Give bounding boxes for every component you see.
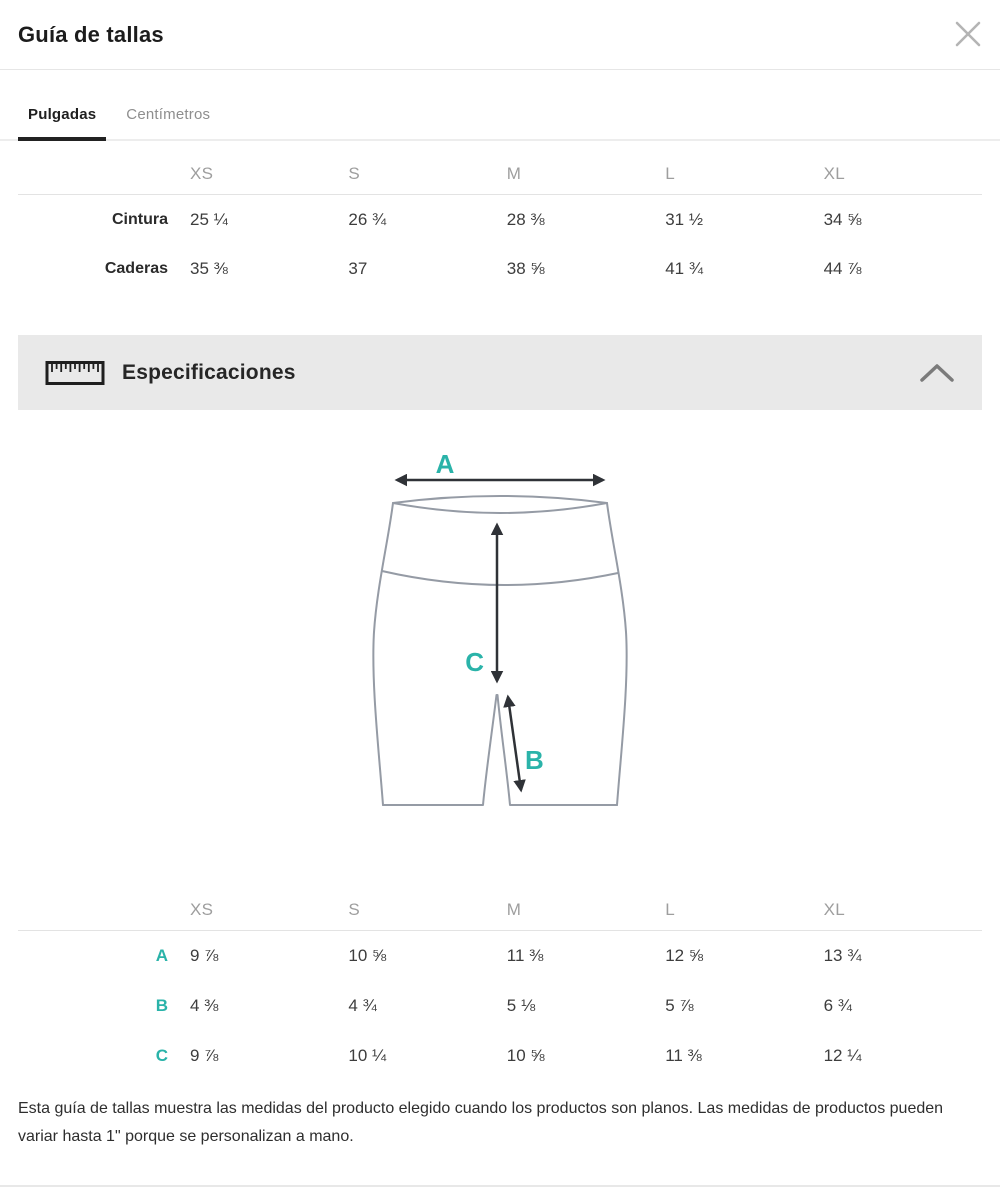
caderas-xs-value: 35 ⅜ bbox=[190, 258, 228, 278]
tab-pulgadas[interactable]: Pulgadas bbox=[18, 96, 107, 141]
caderas-m-value: 38 ⅝ bbox=[506, 258, 545, 278]
cintura-xl-value: 34 ⅝ bbox=[823, 209, 862, 229]
c-xs-value: 9 ⅞ bbox=[190, 1046, 219, 1065]
column-header-xl: XL bbox=[823, 899, 845, 919]
table-header-row: XS S M L XL bbox=[18, 889, 982, 931]
shorts-measurement-diagram: A C B bbox=[372, 449, 628, 806]
row-label-a: A bbox=[155, 946, 168, 965]
column-header-xl: XL bbox=[823, 163, 845, 183]
close-icon bbox=[955, 21, 981, 47]
diagram-label-a: A bbox=[436, 449, 455, 479]
cintura-m-value: 28 ⅜ bbox=[506, 209, 545, 229]
table-row-caderas: Caderas 35 ⅜ 37 38 ⅝ 41 ¾ 44 ⅞ bbox=[18, 244, 982, 293]
c-xl-value: 12 ¼ bbox=[823, 1046, 862, 1065]
cintura-s-value: 26 ¾ bbox=[348, 209, 387, 229]
row-label-cintura: Cintura bbox=[112, 210, 168, 228]
disclaimer-text: Esta guía de tallas muestra las medidas … bbox=[18, 1100, 944, 1145]
row-label-b: B bbox=[155, 996, 168, 1015]
tab-centimetros-label: Centímetros bbox=[126, 106, 211, 123]
diagram-label-b: B bbox=[525, 745, 544, 775]
column-header-l: L bbox=[665, 163, 675, 183]
page-title: Guía de tallas bbox=[18, 21, 164, 47]
caderas-l-value: 41 ¾ bbox=[665, 258, 703, 278]
column-header-m: M bbox=[506, 163, 522, 183]
table-row-c: C 9 ⅞ 10 ¼ 10 ⅝ 11 ⅜ 12 ¼ bbox=[18, 1031, 982, 1081]
caderas-s-value: 37 bbox=[348, 258, 368, 278]
product-diagram: A C B bbox=[0, 410, 1000, 877]
column-header-xs: XS bbox=[190, 899, 214, 919]
table-row-a: A 9 ⅞ 10 ⅝ 11 ⅜ 12 ⅝ 13 ¾ bbox=[18, 931, 982, 981]
diagram-label-c: C bbox=[465, 647, 484, 677]
c-l-value: 11 ⅜ bbox=[665, 1046, 702, 1065]
tab-pulgadas-label: Pulgadas bbox=[28, 106, 97, 123]
c-s-value: 10 ¼ bbox=[348, 1046, 387, 1065]
body-measurements-table: XS S M L XL Cintura 25 ¼ 26 ¾ 28 ⅜ 31 ½ … bbox=[18, 153, 982, 293]
modal-header: Guía de tallas bbox=[0, 0, 1000, 70]
cintura-l-value: 31 ½ bbox=[665, 209, 703, 229]
column-header-m: M bbox=[506, 899, 522, 919]
c-m-value: 10 ⅝ bbox=[506, 1046, 545, 1065]
a-xl-value: 13 ¾ bbox=[823, 946, 862, 965]
ruler-icon bbox=[45, 360, 105, 385]
tab-centimetros[interactable]: Centímetros bbox=[116, 96, 220, 139]
b-xs-value: 4 ⅜ bbox=[190, 996, 219, 1015]
table-row-cintura: Cintura 25 ¼ 26 ¾ 28 ⅜ 31 ½ 34 ⅝ bbox=[18, 195, 982, 244]
chevron-up-icon bbox=[920, 364, 954, 382]
b-l-value: 5 ⅞ bbox=[665, 996, 694, 1015]
bottom-divider bbox=[0, 1185, 1000, 1187]
column-header-xs: XS bbox=[190, 163, 214, 183]
shorts-outline bbox=[372, 495, 628, 806]
a-m-value: 11 ⅜ bbox=[506, 946, 544, 965]
arrow-b bbox=[503, 694, 526, 793]
specifications-heading: Especificaciones bbox=[122, 360, 296, 384]
b-xl-value: 6 ¾ bbox=[823, 996, 852, 1015]
spec-measurements-table: XS S M L XL A 9 ⅞ 10 ⅝ 11 ⅜ 12 ⅝ 13 ¾ B … bbox=[18, 889, 982, 1081]
b-s-value: 4 ¾ bbox=[348, 996, 377, 1015]
row-label-c: C bbox=[155, 1046, 168, 1065]
unit-tabs: Pulgadas Centímetros bbox=[0, 96, 1000, 141]
specifications-section-header[interactable]: Especificaciones bbox=[18, 335, 982, 410]
column-header-l: L bbox=[665, 899, 675, 919]
a-s-value: 10 ⅝ bbox=[348, 946, 387, 965]
column-header-s: S bbox=[348, 163, 361, 183]
row-label-caderas: Caderas bbox=[104, 259, 168, 277]
cintura-xs-value: 25 ¼ bbox=[190, 209, 228, 229]
a-l-value: 12 ⅝ bbox=[665, 946, 703, 965]
close-button[interactable] bbox=[948, 14, 988, 54]
table-row-b: B 4 ⅜ 4 ¾ 5 ⅛ 5 ⅞ 6 ¾ bbox=[18, 981, 982, 1031]
a-xs-value: 9 ⅞ bbox=[190, 946, 219, 965]
b-m-value: 5 ⅛ bbox=[506, 996, 536, 1015]
column-header-s: S bbox=[348, 899, 361, 919]
caderas-xl-value: 44 ⅞ bbox=[823, 258, 862, 278]
table-header-row: XS S M L XL bbox=[18, 153, 982, 195]
